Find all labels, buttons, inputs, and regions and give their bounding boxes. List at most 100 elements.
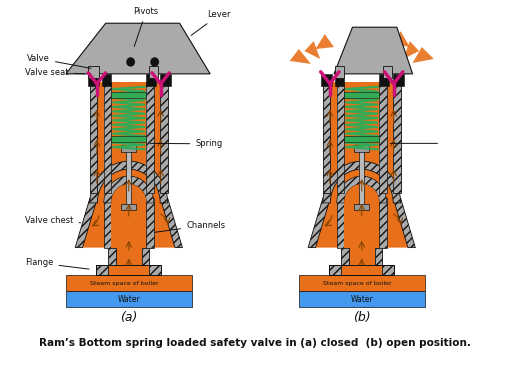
- Polygon shape: [90, 161, 168, 203]
- Polygon shape: [344, 92, 379, 98]
- Bar: [108, 266, 149, 275]
- Polygon shape: [290, 49, 311, 64]
- Bar: [379, 198, 387, 247]
- Bar: [104, 82, 111, 193]
- Bar: [341, 247, 349, 266]
- Bar: [149, 66, 158, 78]
- Bar: [116, 247, 142, 266]
- Text: Ram’s Bottom spring loaded safety valve in (a) closed  (b) open position.: Ram’s Bottom spring loaded safety valve …: [39, 338, 471, 348]
- Circle shape: [151, 58, 158, 66]
- Bar: [344, 198, 379, 247]
- Bar: [90, 82, 98, 193]
- Polygon shape: [394, 31, 410, 47]
- Bar: [349, 247, 375, 266]
- Bar: [337, 82, 344, 193]
- Text: Flange: Flange: [25, 259, 89, 269]
- Bar: [379, 82, 387, 193]
- Bar: [104, 198, 111, 247]
- Polygon shape: [393, 198, 415, 247]
- Polygon shape: [305, 41, 320, 59]
- Bar: [335, 66, 344, 78]
- Polygon shape: [111, 92, 146, 98]
- Polygon shape: [160, 198, 182, 247]
- Polygon shape: [337, 176, 387, 203]
- Bar: [97, 266, 161, 275]
- Bar: [111, 82, 146, 193]
- Bar: [98, 82, 104, 193]
- Text: Steam space of boiler: Steam space of boiler: [90, 281, 158, 286]
- Bar: [344, 82, 379, 193]
- Bar: [387, 82, 393, 193]
- Bar: [375, 247, 382, 266]
- Text: Spring: Spring: [150, 139, 223, 148]
- Bar: [299, 291, 425, 307]
- Bar: [149, 266, 161, 275]
- Bar: [354, 204, 369, 210]
- Bar: [146, 82, 154, 193]
- Bar: [337, 198, 344, 247]
- Bar: [359, 151, 364, 208]
- Text: Pivots: Pivots: [133, 7, 158, 46]
- Bar: [393, 82, 401, 193]
- Bar: [321, 74, 332, 86]
- Bar: [146, 198, 154, 247]
- Bar: [341, 266, 382, 275]
- Bar: [66, 275, 192, 291]
- Bar: [154, 82, 160, 193]
- Bar: [66, 291, 192, 307]
- Text: Valve seat: Valve seat: [25, 68, 84, 77]
- Polygon shape: [66, 23, 210, 74]
- Bar: [111, 198, 146, 247]
- Bar: [335, 74, 344, 86]
- Bar: [330, 266, 394, 275]
- Polygon shape: [344, 136, 379, 142]
- Polygon shape: [412, 47, 434, 63]
- Polygon shape: [330, 169, 393, 203]
- Circle shape: [127, 58, 134, 66]
- Polygon shape: [111, 184, 146, 203]
- Polygon shape: [323, 161, 401, 203]
- Bar: [142, 247, 149, 266]
- Text: (b): (b): [353, 311, 370, 323]
- Polygon shape: [403, 41, 419, 59]
- Bar: [102, 74, 111, 86]
- Bar: [323, 82, 330, 193]
- Polygon shape: [308, 198, 415, 247]
- Bar: [122, 146, 136, 152]
- Bar: [126, 151, 131, 208]
- Text: (a): (a): [120, 311, 137, 323]
- Bar: [160, 74, 171, 86]
- Polygon shape: [308, 198, 330, 247]
- Text: Valve: Valve: [27, 54, 91, 68]
- Polygon shape: [334, 27, 412, 74]
- Bar: [330, 266, 341, 275]
- Bar: [88, 66, 99, 78]
- Text: Water: Water: [351, 295, 373, 304]
- Bar: [104, 198, 154, 247]
- Bar: [354, 146, 369, 152]
- Polygon shape: [75, 198, 98, 247]
- Polygon shape: [315, 34, 334, 49]
- Bar: [393, 74, 404, 86]
- Text: Water: Water: [118, 295, 140, 304]
- Bar: [108, 247, 116, 266]
- Text: Channels: Channels: [155, 221, 225, 232]
- Polygon shape: [111, 136, 146, 142]
- Text: Valve chest: Valve chest: [25, 216, 81, 225]
- Bar: [299, 275, 425, 291]
- Polygon shape: [344, 184, 379, 203]
- Bar: [379, 74, 388, 86]
- Bar: [146, 74, 155, 86]
- Polygon shape: [75, 198, 182, 247]
- Bar: [122, 204, 136, 210]
- Text: Lever: Lever: [191, 10, 231, 36]
- Bar: [330, 82, 337, 193]
- Bar: [88, 74, 99, 86]
- Bar: [97, 266, 108, 275]
- Bar: [382, 266, 394, 275]
- Polygon shape: [104, 176, 154, 203]
- Bar: [160, 82, 168, 193]
- Text: Steam space of boiler: Steam space of boiler: [323, 281, 391, 286]
- Polygon shape: [98, 169, 160, 203]
- Bar: [337, 198, 387, 247]
